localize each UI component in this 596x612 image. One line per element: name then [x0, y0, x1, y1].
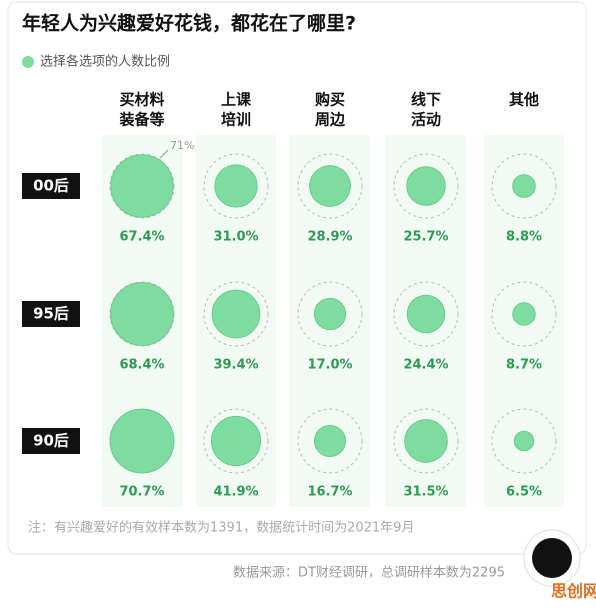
value-label: 6.5%: [506, 485, 542, 500]
reference-circle: [491, 281, 557, 347]
value-label: 25.7%: [403, 230, 448, 245]
bubble: [406, 294, 446, 334]
reference-circle: [393, 408, 459, 474]
column-header: 装备等: [118, 111, 164, 129]
value-label: 31.5%: [403, 485, 448, 500]
column-header: 买材料: [119, 91, 164, 109]
bubble: [110, 282, 174, 346]
reference-circle: [491, 408, 557, 474]
bubble: [512, 174, 536, 198]
reference-circle: [297, 281, 363, 347]
legend-swatch: [22, 56, 34, 68]
column-header: 线下: [411, 91, 441, 109]
row-label-bg: [22, 428, 80, 454]
column-header: 周边: [315, 111, 346, 129]
reference-label: 71%: [170, 139, 194, 152]
value-label: 24.4%: [403, 358, 448, 373]
column-header: 其他: [509, 91, 539, 109]
chart-title: 年轻人为兴趣爱好花钱，都花在了哪里?: [22, 12, 356, 35]
reference-circle: [297, 408, 363, 474]
reference-circle: [203, 408, 269, 474]
bubble: [109, 408, 175, 474]
column-header: 培训: [221, 111, 251, 129]
legend-label: 选择各选项的人数比例: [40, 54, 170, 70]
row-label-bg: [22, 301, 80, 327]
row-label-bg: [22, 173, 80, 199]
bubble: [512, 302, 536, 326]
value-label: 16.7%: [307, 485, 352, 500]
value-label: 70.7%: [119, 485, 164, 500]
value-label: 68.4%: [119, 358, 164, 373]
value-label: 17.0%: [307, 358, 352, 373]
bubble: [313, 424, 347, 458]
value-label: 8.8%: [506, 230, 542, 245]
reference-circle: [203, 153, 269, 219]
column-header: 上课: [221, 91, 252, 109]
reference-circle: [109, 153, 175, 219]
reference-circle: [393, 281, 459, 347]
bubble: [309, 165, 351, 207]
bubble: [513, 430, 535, 452]
value-label: 28.9%: [307, 230, 352, 245]
value-label: 39.4%: [213, 358, 258, 373]
reference-pointer: [159, 149, 169, 159]
bubble: [404, 419, 448, 463]
reference-circle: [109, 281, 175, 347]
bubble: [214, 164, 258, 208]
value-label: 41.9%: [213, 485, 258, 500]
watermark: 思创网: [551, 582, 596, 601]
reference-circle: [297, 153, 363, 219]
reference-circle: [393, 153, 459, 219]
value-label: 8.7%: [506, 358, 542, 373]
bubble: [110, 154, 174, 218]
row-label: 95后: [33, 305, 69, 323]
value-label: 67.4%: [119, 230, 164, 245]
source: 数据来源：DT财经调研，总调研样本数为2295: [233, 566, 505, 581]
column-header: 购买: [315, 91, 345, 109]
bubble: [406, 166, 446, 206]
note: 注：有兴趣爱好的有效样本数为1391，数据统计时间为2021年9月: [28, 520, 414, 536]
row-label: 90后: [33, 432, 69, 450]
logo: [532, 538, 572, 578]
value-label: 31.0%: [213, 230, 258, 245]
reference-circle: [203, 281, 269, 347]
bubble: [211, 289, 261, 339]
bubble: [313, 297, 347, 331]
row-label: 00后: [33, 177, 69, 195]
reference-circle: [491, 153, 557, 219]
column-header: 活动: [411, 111, 441, 129]
bubble: [210, 415, 262, 467]
